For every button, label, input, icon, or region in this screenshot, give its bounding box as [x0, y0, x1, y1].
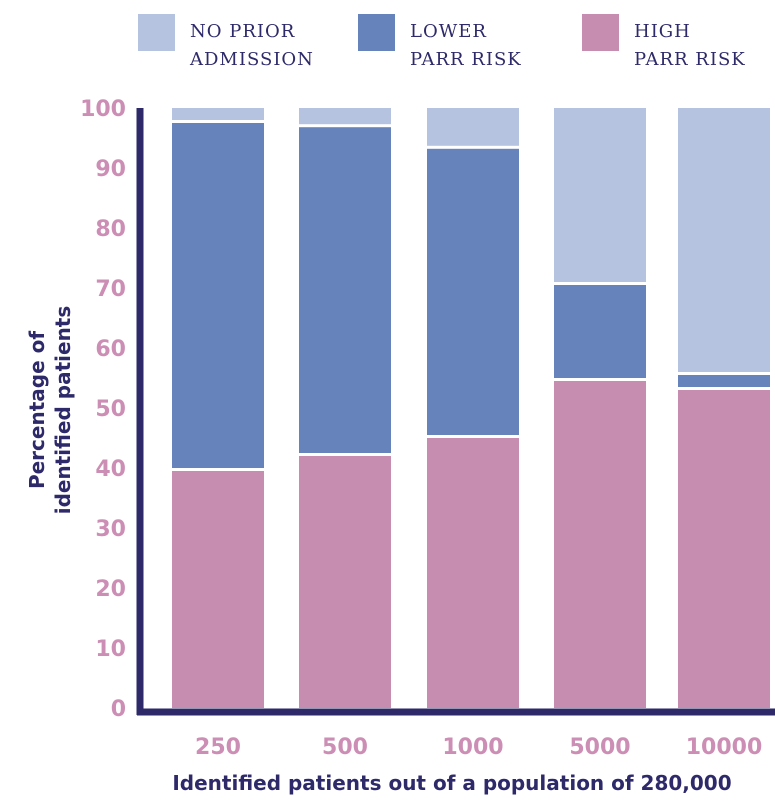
legend-label-line-2: PARR RISK	[410, 49, 522, 70]
y-tick-label: 80	[95, 217, 126, 242]
bar-250-segment-3	[172, 108, 264, 120]
legend-label-line-1: NO PRIOR	[190, 21, 295, 42]
x-tick-label: 1000	[442, 735, 503, 760]
legend-label-line-2: ADMISSION	[189, 49, 314, 70]
axes	[136, 108, 775, 716]
bar-250-segment-1	[172, 471, 264, 708]
y-tick-label: 20	[95, 577, 126, 602]
legend-label-line-1: LOWER	[410, 21, 487, 42]
y-tick-label: 30	[95, 517, 126, 542]
bar-5000-segment-3	[554, 108, 646, 282]
bar-250-segment-2	[172, 123, 264, 468]
x-tick-label: 10000	[686, 735, 763, 760]
x-tick-label: 5000	[569, 735, 630, 760]
y-axis-title-line-1: Percentage of	[25, 331, 49, 489]
legend-swatch	[358, 14, 395, 51]
bars-group	[172, 108, 770, 708]
bar-1000-segment-2	[427, 148, 519, 436]
x-tick-label: 500	[322, 735, 368, 760]
legend: NO PRIOR ADMISSION LOWER PARR RISK HIGH PARR …	[138, 14, 746, 70]
y-tick-label: 10	[95, 637, 126, 662]
bar-10000-segment-2	[678, 375, 770, 387]
y-tick-label: 100	[80, 97, 126, 122]
y-tick-label: 0	[111, 697, 126, 722]
legend-label-line-1: HIGH	[634, 21, 691, 42]
x-tick-label: 250	[195, 735, 241, 760]
x-tick-labels: 250 500 1000 5000 10000	[195, 735, 762, 760]
bar-5000-segment-2	[554, 285, 646, 378]
bar-500-segment-3	[299, 108, 391, 125]
y-axis-title-line-2: identified patients	[51, 306, 75, 515]
legend-swatch	[582, 14, 619, 51]
x-axis-title: Identified patients out of a population …	[172, 771, 731, 795]
y-tick-label: 70	[95, 277, 126, 302]
bar-500-segment-1	[299, 456, 391, 708]
y-tick-label: 60	[95, 337, 126, 362]
y-tick-label: 90	[95, 157, 126, 182]
y-tick-labels: 0 10 20 30 40 50 60 70 80 90 100	[80, 97, 126, 722]
legend-swatch	[138, 14, 175, 51]
legend-label-line-2: PARR RISK	[634, 49, 746, 70]
bar-1000-segment-3	[427, 108, 519, 146]
y-tick-label: 50	[95, 397, 126, 422]
bar-10000-segment-1	[678, 390, 770, 708]
bar-5000-segment-1	[554, 381, 646, 708]
bar-500-segment-2	[299, 127, 391, 453]
bar-1000-segment-1	[427, 438, 519, 708]
bar-10000-segment-3	[678, 108, 770, 372]
y-tick-label: 40	[95, 457, 126, 482]
